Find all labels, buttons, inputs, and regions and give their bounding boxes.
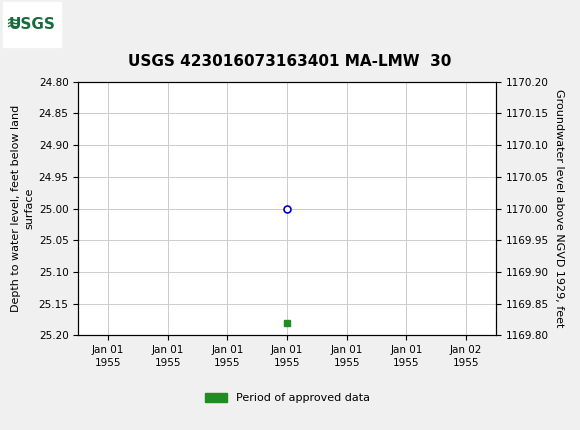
Text: ≋: ≋ (5, 16, 20, 34)
FancyBboxPatch shape (3, 3, 61, 47)
Text: USGS 423016073163401 MA-LMW  30: USGS 423016073163401 MA-LMW 30 (128, 54, 452, 69)
Y-axis label: Depth to water level, feet below land
surface: Depth to water level, feet below land su… (12, 105, 35, 312)
Legend: Period of approved data: Period of approved data (200, 388, 374, 408)
Y-axis label: Groundwater level above NGVD 1929, feet: Groundwater level above NGVD 1929, feet (554, 89, 564, 328)
Text: USGS: USGS (9, 17, 55, 32)
